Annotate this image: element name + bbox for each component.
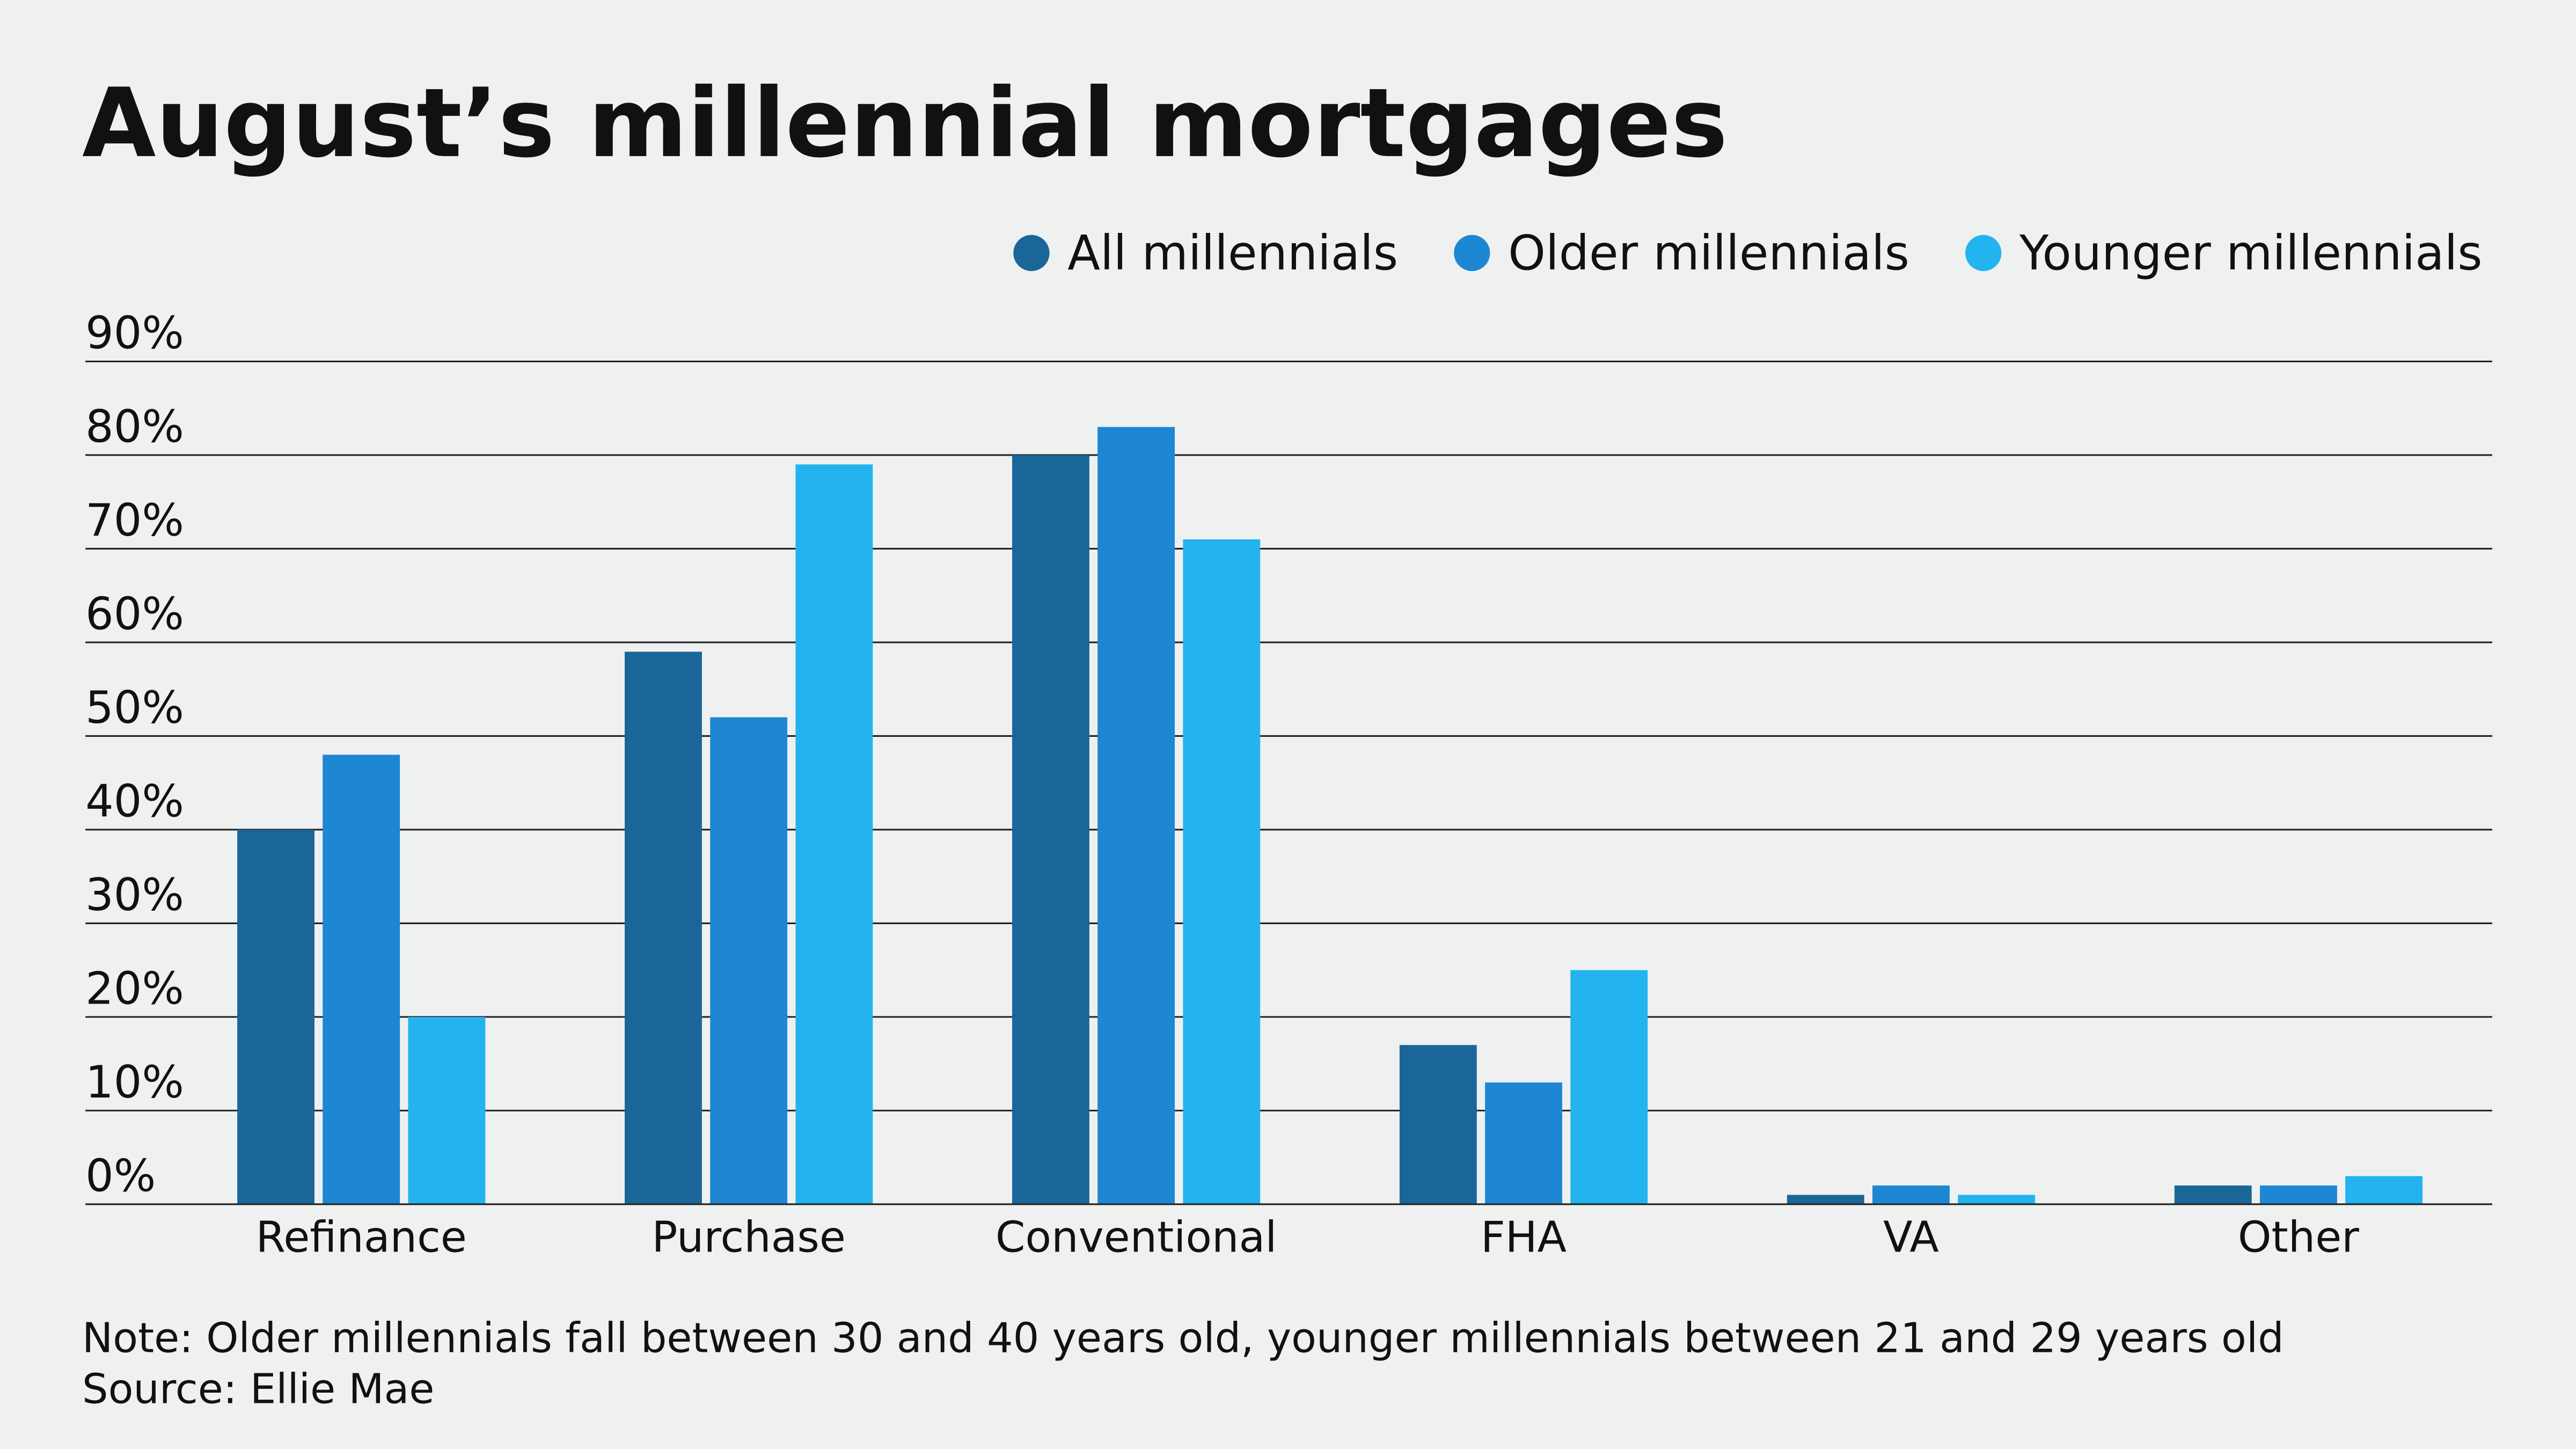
- y-tick-label: 60%: [85, 588, 184, 640]
- bar: [1872, 1185, 1950, 1204]
- x-tick-label: VA: [1883, 1212, 1939, 1262]
- y-tick-label: 10%: [85, 1057, 184, 1108]
- legend-label: Younger millennials: [2019, 225, 2482, 281]
- bar: [1787, 1195, 1864, 1204]
- bar: [2174, 1185, 2252, 1204]
- y-tick-label: 50%: [85, 682, 184, 734]
- bar: [1012, 455, 1089, 1204]
- y-tick-label: 40%: [85, 775, 184, 827]
- y-tick-label: 70%: [85, 495, 184, 546]
- x-tick-label: Other: [2238, 1212, 2359, 1262]
- bar: [1399, 1045, 1477, 1204]
- legend-swatch: [1013, 235, 1050, 272]
- bar: [2259, 1185, 2337, 1204]
- bar: [625, 652, 702, 1204]
- y-tick-label: 20%: [85, 963, 184, 1014]
- y-tick-label: 90%: [85, 308, 184, 359]
- legend-swatch: [1965, 235, 2002, 272]
- legend-swatch: [1454, 235, 1490, 272]
- x-tick-label: FHA: [1481, 1212, 1567, 1262]
- x-tick-label: Conventional: [996, 1212, 1277, 1262]
- x-tick-label: Purchase: [652, 1212, 845, 1262]
- legend-label: Older millennials: [1508, 225, 1909, 281]
- bar: [1485, 1082, 1562, 1204]
- bar: [1570, 970, 1648, 1204]
- y-tick-label: 80%: [85, 401, 184, 452]
- source: Source: Ellie Mae: [82, 1365, 434, 1413]
- bar: [2345, 1176, 2423, 1204]
- y-tick-label: 0%: [85, 1150, 156, 1202]
- bar: [408, 1016, 486, 1204]
- bar: [710, 717, 788, 1204]
- bar: [1183, 539, 1261, 1204]
- bar: [323, 755, 400, 1204]
- bar: [237, 829, 314, 1204]
- note: Note: Older millennials fall between 30 …: [82, 1314, 2284, 1362]
- bar: [1958, 1195, 2036, 1204]
- bar: [1097, 427, 1175, 1204]
- y-tick-label: 30%: [85, 869, 184, 921]
- x-tick-label: Refinance: [256, 1212, 467, 1262]
- chart-title: August’s millennial mortgages: [82, 68, 1728, 179]
- bar: [795, 464, 873, 1204]
- legend-label: All millennials: [1067, 225, 1398, 281]
